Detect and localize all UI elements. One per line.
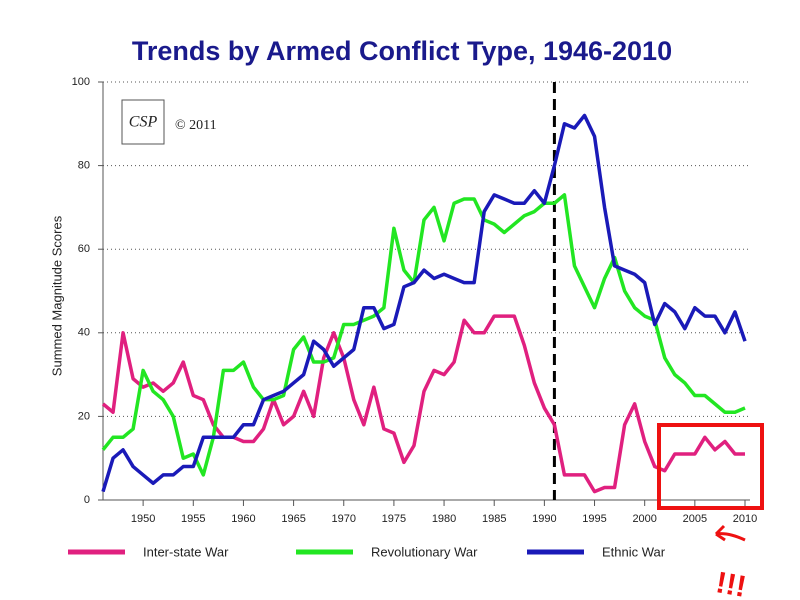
x-tick-label: 1985 [482, 513, 506, 525]
x-tick-label: 1980 [432, 513, 456, 525]
y-tick-label: 40 [78, 327, 90, 339]
y-tick-label: 80 [78, 160, 90, 172]
logo-box [121, 99, 165, 145]
x-tick-label: 1965 [281, 513, 305, 525]
arrow [714, 524, 746, 542]
x-tick-label: 1970 [332, 513, 356, 525]
y-tick-label: 60 [78, 243, 90, 255]
y-tick-label: 20 [78, 410, 90, 422]
x-tick-label: 1995 [582, 513, 606, 525]
series-line [101, 314, 745, 494]
logo: CSP [129, 114, 158, 131]
series-line [101, 193, 746, 477]
annotation: !!! [713, 566, 748, 600]
y-tick-label: 100 [72, 76, 90, 88]
x-tick-label: 1950 [131, 513, 155, 525]
y-tick-label: 0 [84, 494, 90, 506]
y-axis-label: Summed Magnitude Scores [49, 215, 64, 376]
legend-label: Inter-state War [143, 544, 229, 559]
x-tick-label: 1960 [231, 513, 255, 525]
x-tick-label: 2005 [683, 513, 707, 525]
chart-title: Trends by Armed Conflict Type, 1946-2010 [132, 36, 672, 66]
highlight-box [657, 423, 764, 510]
x-tick-label: 1990 [532, 513, 556, 525]
plot: 0 20 40 60 80 100 1950 1955 1960 1965 1970 1975 1980… [68, 76, 757, 559]
x-tick-label: 1955 [181, 513, 205, 525]
legend-label: Ethnic War [602, 544, 666, 559]
x-tick-label: 2000 [632, 513, 656, 525]
x-tick-label: 2010 [733, 513, 757, 525]
x-tick-label: 1975 [382, 513, 406, 525]
series-line [101, 113, 747, 493]
copyright: © 2011 [175, 118, 217, 133]
legend-label: Revolutionary War [371, 544, 478, 559]
